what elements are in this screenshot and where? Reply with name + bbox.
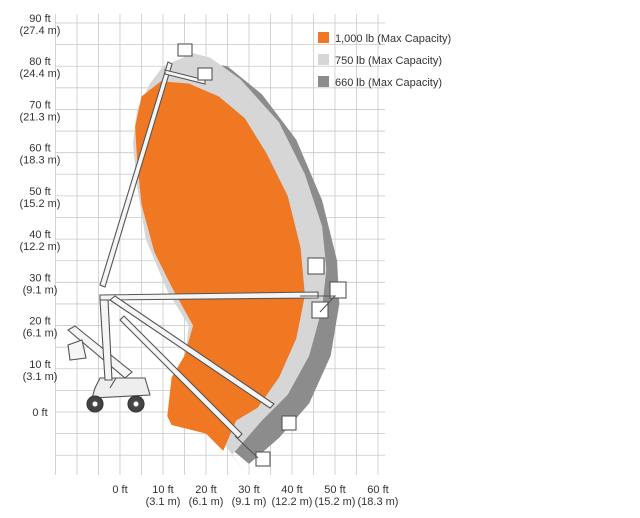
legend: 1,000 lb (Max Capacity) 750 lb (Max Capac…	[318, 32, 451, 89]
x-tick-sublabel: (18.3 m)	[358, 496, 399, 508]
x-tick-sublabel: (12.2 m)	[272, 496, 313, 508]
x-tick-sublabel: (15.2 m)	[315, 496, 356, 508]
x-tick-label: 10 ft	[152, 484, 173, 496]
legend-label: 750 lb (Max Capacity)	[335, 55, 442, 67]
x-tick-sublabel: (3.1 m)	[146, 496, 181, 508]
boom-lift-machine-drawing	[67, 43, 347, 467]
y-tick-sublabel: (18.3 m)	[20, 155, 61, 167]
capacity-areas	[132, 53, 340, 473]
y-tick-sublabel: (15.2 m)	[20, 198, 61, 210]
legend-swatch	[318, 76, 329, 87]
y-tick-label: 50 ft	[29, 186, 50, 198]
y-tick-sublabel: (6.1 m)	[23, 328, 58, 340]
x-tick-label: 60 ft	[367, 484, 388, 496]
y-tick-label: 80 ft	[29, 56, 50, 68]
y-tick-label: 70 ft	[29, 99, 50, 111]
x-tick-label: 20 ft	[195, 484, 216, 496]
x-tick-label: 40 ft	[281, 484, 302, 496]
y-tick-sublabel: (27.4 m)	[20, 25, 61, 37]
y-tick-label: 0 ft	[32, 407, 47, 419]
legend-swatch	[318, 32, 329, 43]
legend-label: 660 lb (Max Capacity)	[335, 77, 442, 89]
axis-tick-labels: 90 ft(27.4 m) 80 ft(24.4 m) 70 ft(21.3 m) 6…	[20, 13, 399, 508]
legend-label: 1,000 lb (Max Capacity)	[335, 33, 451, 45]
x-tick-sublabel: (6.1 m)	[189, 496, 224, 508]
x-tick-label: 0 ft	[112, 484, 127, 496]
y-tick-sublabel: (21.3 m)	[20, 111, 61, 123]
y-tick-sublabel: (3.1 m)	[23, 371, 58, 383]
y-tick-sublabel: (12.2 m)	[20, 241, 61, 253]
legend-swatch	[318, 54, 329, 65]
y-tick-sublabel: (24.4 m)	[20, 68, 61, 80]
x-tick-label: 50 ft	[324, 484, 345, 496]
y-tick-label: 40 ft	[29, 229, 50, 241]
capacity-area-3	[135, 81, 305, 451]
y-tick-label: 10 ft	[29, 359, 50, 371]
y-tick-label: 30 ft	[29, 272, 50, 284]
y-tick-sublabel: (9.1 m)	[23, 284, 58, 296]
y-tick-label: 90 ft	[29, 13, 50, 25]
x-tick-label: 30 ft	[238, 484, 259, 496]
y-tick-label: 60 ft	[29, 143, 50, 155]
x-tick-sublabel: (9.1 m)	[232, 496, 267, 508]
y-tick-label: 20 ft	[29, 316, 50, 328]
